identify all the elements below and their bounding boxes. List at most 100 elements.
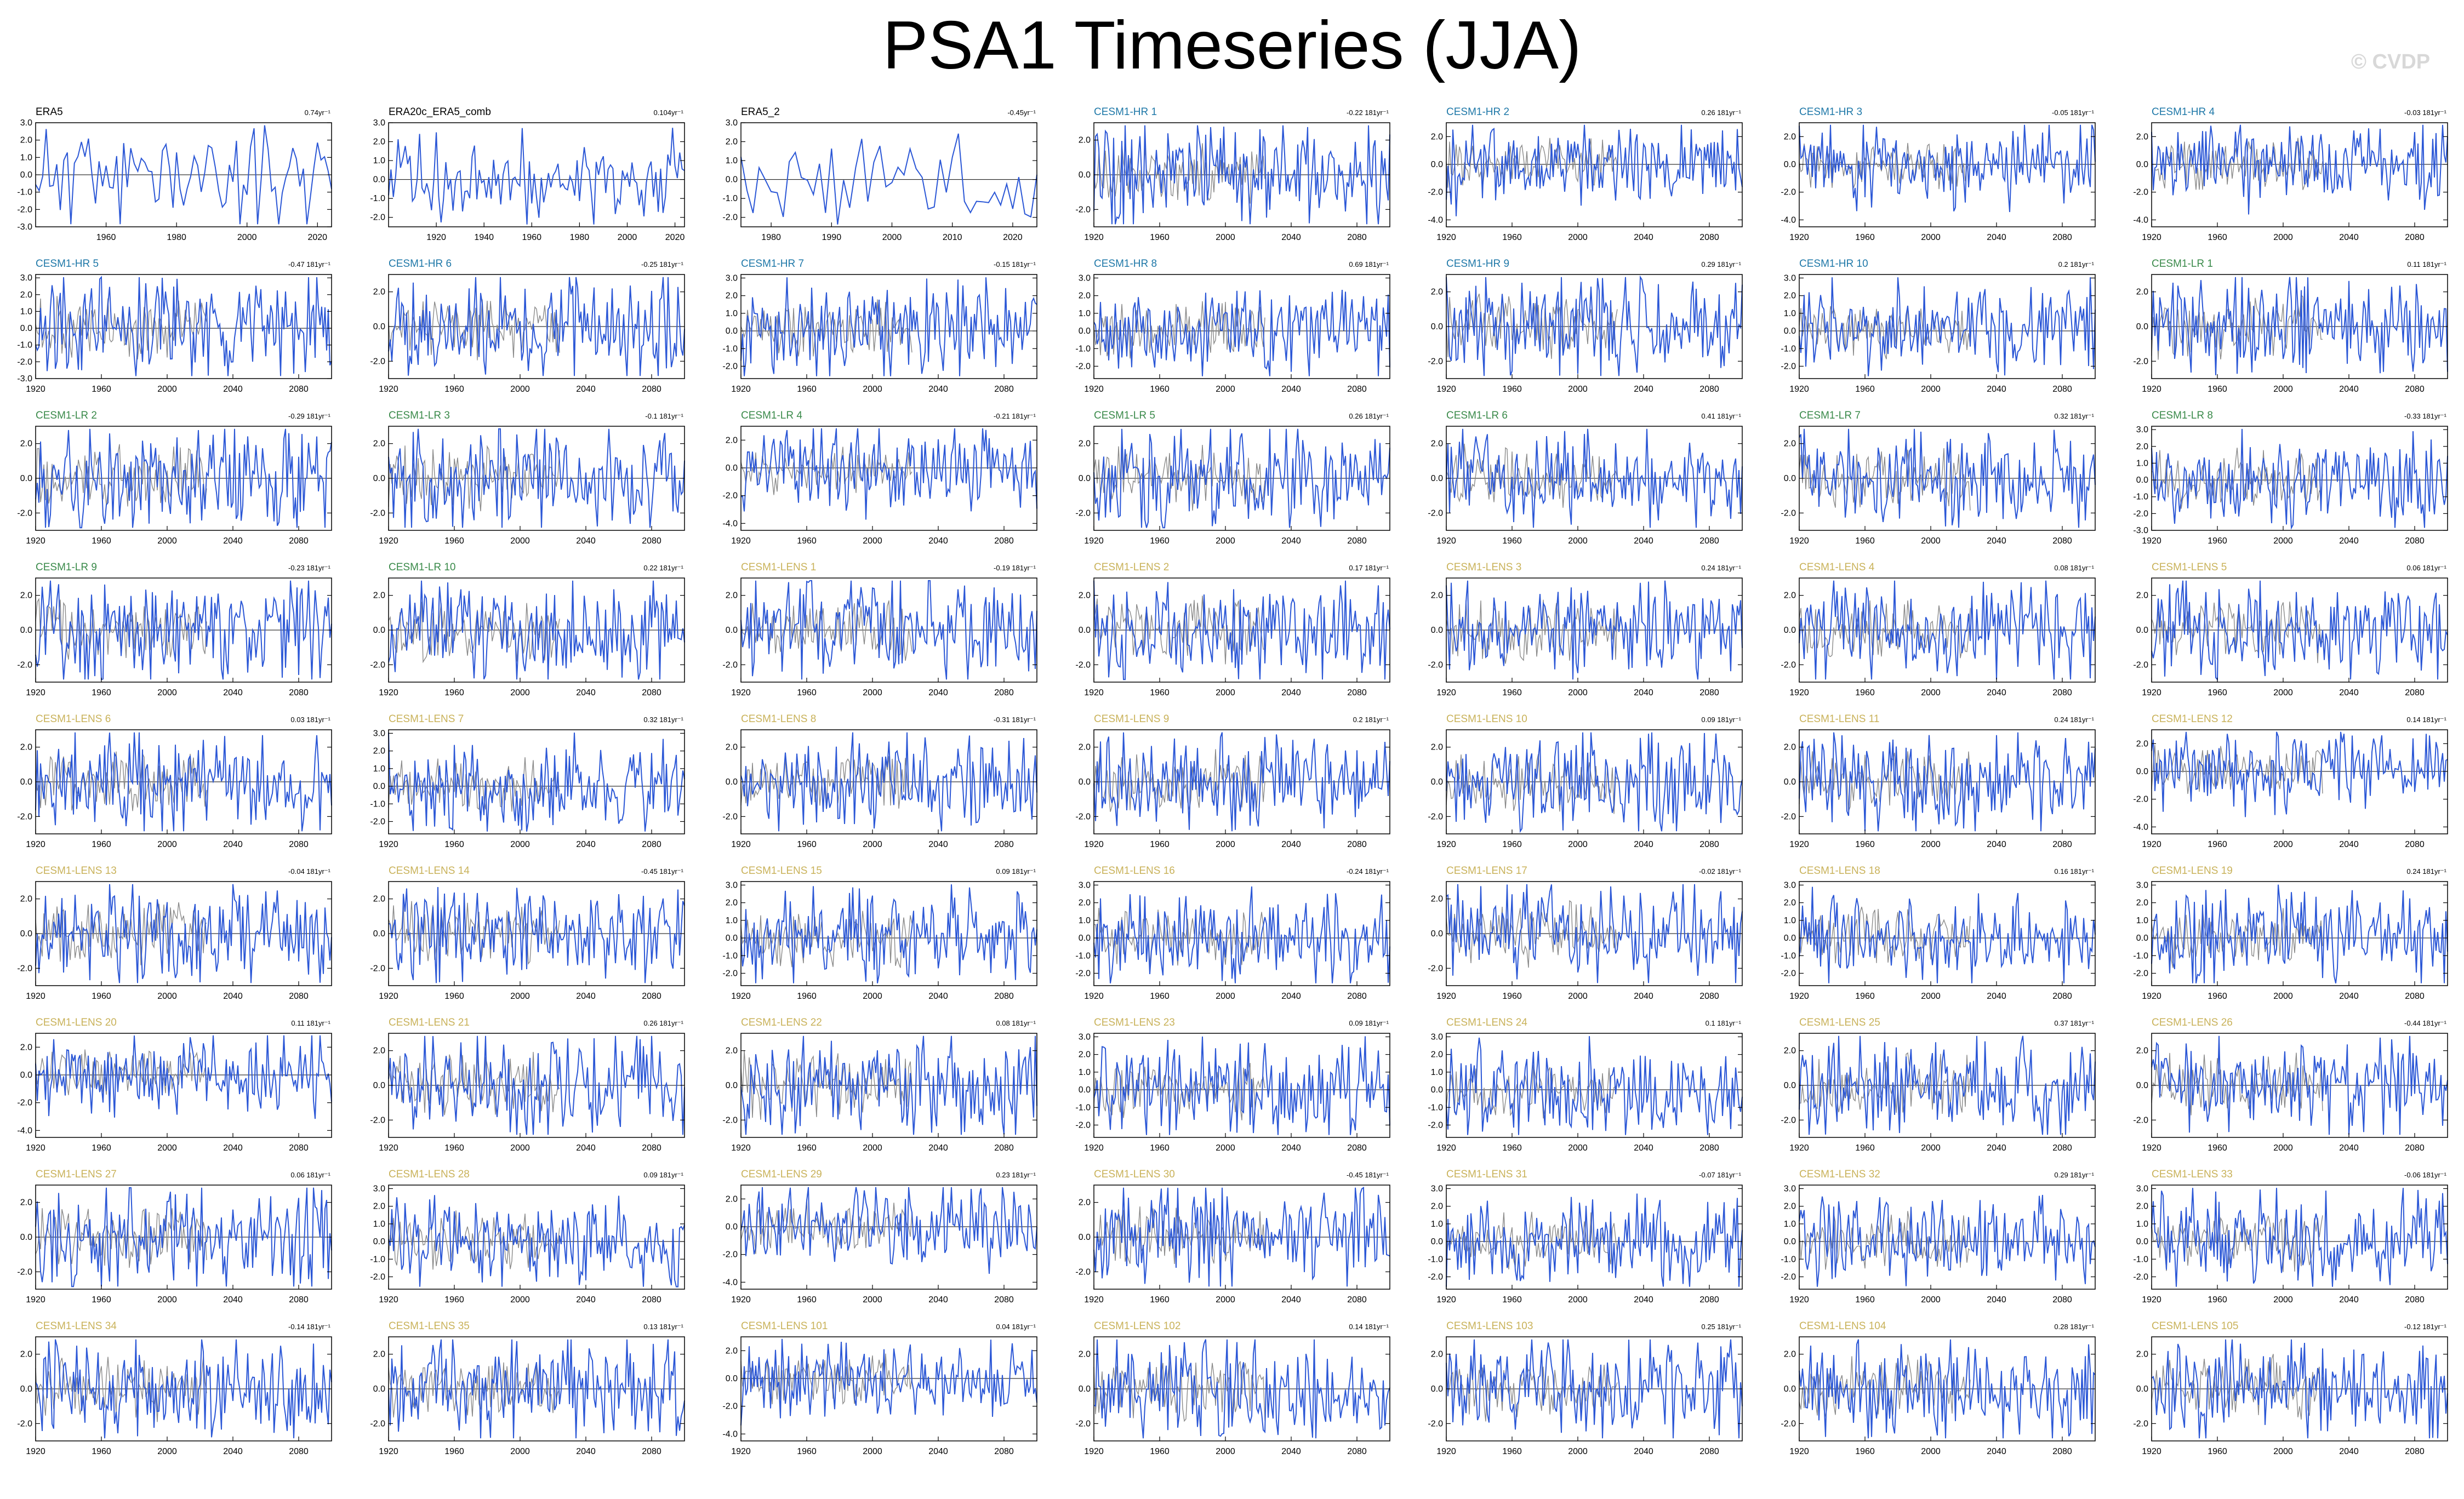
x-tick-label: 1920 [731,992,751,1001]
x-tick-label: 1960 [1150,1295,1170,1305]
plot-frame [740,274,1037,379]
x-tick-label: 2040 [1634,536,1653,546]
plot-frame [388,1185,685,1290]
y-tick-label: -2.0 [17,1419,32,1428]
y-tick-label: -2.0 [2133,1419,2148,1428]
obs-reference-line [2151,448,2323,509]
panel-trend: 0.26 181yr⁻¹ [1701,108,1741,117]
panel-trend: -0.21 181yr⁻¹ [994,412,1036,420]
x-tick-label: 1920 [379,1447,398,1456]
x-tick-label: 2040 [928,1295,948,1305]
y-tick-label: -1.0 [17,188,32,197]
x-tick-label: 1920 [26,1295,45,1305]
x-tick-label: 1940 [474,233,494,242]
y-tick-label: 0.0 [2136,160,2148,169]
y-tick-label: 2.0 [1079,1050,1091,1060]
x-tick-label: 1960 [2208,1143,2227,1153]
y-tick-label: -2.0 [1075,1267,1091,1277]
y-tick-label: 0.0 [373,782,385,791]
y-tick-label: 0.0 [1431,777,1443,787]
y-tick-label: -4.0 [2133,822,2148,832]
panel-label: CESM1-LENS 7 [389,713,464,725]
x-tick-label: 1960 [2208,840,2227,849]
panel-trend: 0.25 181yr⁻¹ [1701,1323,1741,1331]
y-tick-label: 0.0 [726,1081,738,1090]
y-tick-label: 3.0 [1079,273,1091,283]
obs-reference-line [388,445,560,512]
y-tick-label: -1.0 [1075,1103,1091,1112]
x-tick-label: 2080 [2405,385,2425,394]
y-tick-label: 0.0 [373,626,385,635]
obs-reference-line [388,299,560,361]
y-tick-label: -2.0 [17,1267,32,1277]
x-tick-label: 1960 [1855,1447,1875,1456]
panel-trend: 0.24 181yr⁻¹ [2406,867,2446,876]
y-tick-label: -2.0 [17,357,32,367]
x-tick-label: 2040 [576,536,596,546]
series-line [1446,1339,1743,1439]
panel-trend: -0.45 181yr⁻¹ [641,867,684,876]
x-tick-label: 2000 [1568,992,1588,1001]
x-tick-label: 2000 [1216,1295,1235,1305]
plot-frame [2151,122,2448,227]
x-tick-label: 2040 [1634,1295,1653,1305]
x-tick-label: 1920 [2142,1295,2161,1305]
panel-label: CESM1-LENS 104 [1799,1320,1886,1332]
panel-label: CESM1-LENS 25 [1799,1017,1880,1028]
x-tick-label: 2000 [863,840,882,849]
x-tick-label: 1920 [379,536,398,546]
x-tick-label: 1920 [2142,688,2161,697]
y-tick-label: -1.0 [17,341,32,350]
x-tick-label: 2000 [1568,536,1588,546]
y-tick-label: 2.0 [726,138,738,147]
y-tick-label: 0.0 [20,777,32,787]
x-tick-label: 2000 [618,233,637,242]
series-line [388,1195,685,1288]
x-tick-label: 2080 [994,840,1014,849]
y-tick-label: 3.0 [1784,1184,1796,1193]
y-tick-label: 2.0 [20,290,32,300]
y-tick-label: 3.0 [2136,425,2148,434]
y-tick-label: -3.0 [17,222,32,232]
series-line [35,1187,332,1288]
y-tick-label: 1.0 [1784,309,1796,318]
y-tick-label: 0.0 [1079,1384,1091,1394]
x-tick-label: 2000 [2273,1447,2293,1456]
x-tick-label: 2080 [2052,1143,2072,1153]
y-tick-label: 2.0 [726,1194,738,1204]
x-tick-label: 2000 [510,385,530,394]
x-tick-label: 1960 [444,1295,464,1305]
y-tick-label: -2.0 [2133,1272,2148,1281]
y-tick-label: -2.0 [370,357,385,366]
panel-trend: -0.06 181yr⁻¹ [2404,1171,2447,1179]
y-tick-label: 0.0 [2136,1237,2148,1246]
y-tick-label: 0.0 [726,626,738,635]
x-tick-label: 2040 [2339,1143,2359,1153]
series-line [35,884,332,983]
x-tick-label: 2040 [1281,1143,1301,1153]
y-tick-label: -1.0 [722,194,738,203]
y-tick-label: 2.0 [2136,1046,2148,1056]
y-tick-label: 0.0 [1431,626,1443,635]
plot-frame [1093,1033,1390,1138]
y-tick-label: -2.0 [722,660,738,670]
x-tick-label: 2080 [2052,385,2072,394]
y-tick-label: 3.0 [373,729,385,738]
y-tick-label: 0.0 [2136,1081,2148,1090]
y-tick-label: -1.0 [2133,493,2148,502]
x-tick-label: 1920 [1084,1295,1104,1305]
y-tick-label: 2.0 [373,138,385,147]
y-tick-label: 2.0 [1784,1202,1796,1211]
x-tick-label: 2040 [1634,1143,1653,1153]
panel-label: ERA5_2 [741,106,780,118]
x-tick-label: 2040 [928,385,948,394]
x-tick-label: 2040 [1281,992,1301,1001]
x-tick-label: 1960 [797,385,817,394]
x-tick-label: 1960 [797,1295,817,1305]
y-tick-label: 1.0 [1784,1220,1796,1229]
y-tick-label: 2.0 [2136,442,2148,451]
series-line [35,1035,332,1119]
